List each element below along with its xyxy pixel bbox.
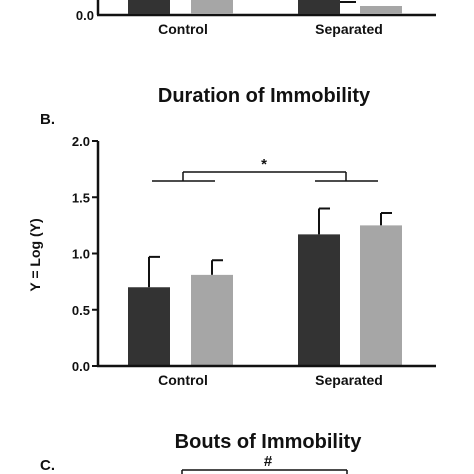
panel-b-tick-label: 1.5 — [72, 190, 90, 205]
panel-c-title: Bouts of Immobility — [175, 431, 363, 453]
panel-b-tick-label: 0.5 — [72, 303, 90, 318]
panel-b-y-axis-label: Y = Log (Y) — [27, 218, 43, 291]
panel-b-ticks: 0.0 0.5 1.0 1.5 2.0 — [72, 134, 98, 374]
panel-b-category-control: Control — [158, 372, 208, 388]
panel-b-significance-bracket — [152, 171, 378, 182]
panel-a-bar-control-light — [191, 0, 233, 14]
panel-b-bar-separated-light — [360, 225, 402, 366]
panel-a-bar-control-dark — [128, 0, 170, 14]
panel-b-bar-separated-dark — [298, 234, 340, 366]
panel-b-tick-label: 0.0 — [72, 359, 90, 374]
panel-a-bar-separated-light — [360, 6, 402, 14]
panel-b-category-separated: Separated — [315, 372, 383, 388]
panel-c-significance-label: # — [264, 453, 273, 470]
panel-b-bar-control-dark — [128, 287, 170, 366]
panel-b: Duration of Immobility B. Y = Log (Y) 0.… — [27, 85, 436, 388]
panel-b-letter: B. — [40, 111, 55, 128]
panel-b-tick-label: 2.0 — [72, 134, 90, 149]
panel-a-category-separated: Separated — [315, 21, 383, 37]
panel-a-category-control: Control — [158, 21, 208, 37]
panel-c: Bouts of Immobility C. # — [40, 431, 362, 474]
panel-b-bars — [128, 207, 402, 366]
panel-c-letter: C. — [40, 457, 55, 474]
panel-a-tick-label: 0.0 — [76, 8, 94, 23]
panel-a: 0.0 Control Separated — [76, 0, 436, 37]
panel-b-bar-control-light — [191, 274, 233, 366]
panel-b-tick-label: 1.0 — [72, 247, 90, 262]
panel-b-significance-label: * — [261, 156, 267, 173]
panel-a-bar-separated-dark — [298, 0, 340, 14]
panel-b-title: Duration of Immobility — [158, 85, 371, 107]
